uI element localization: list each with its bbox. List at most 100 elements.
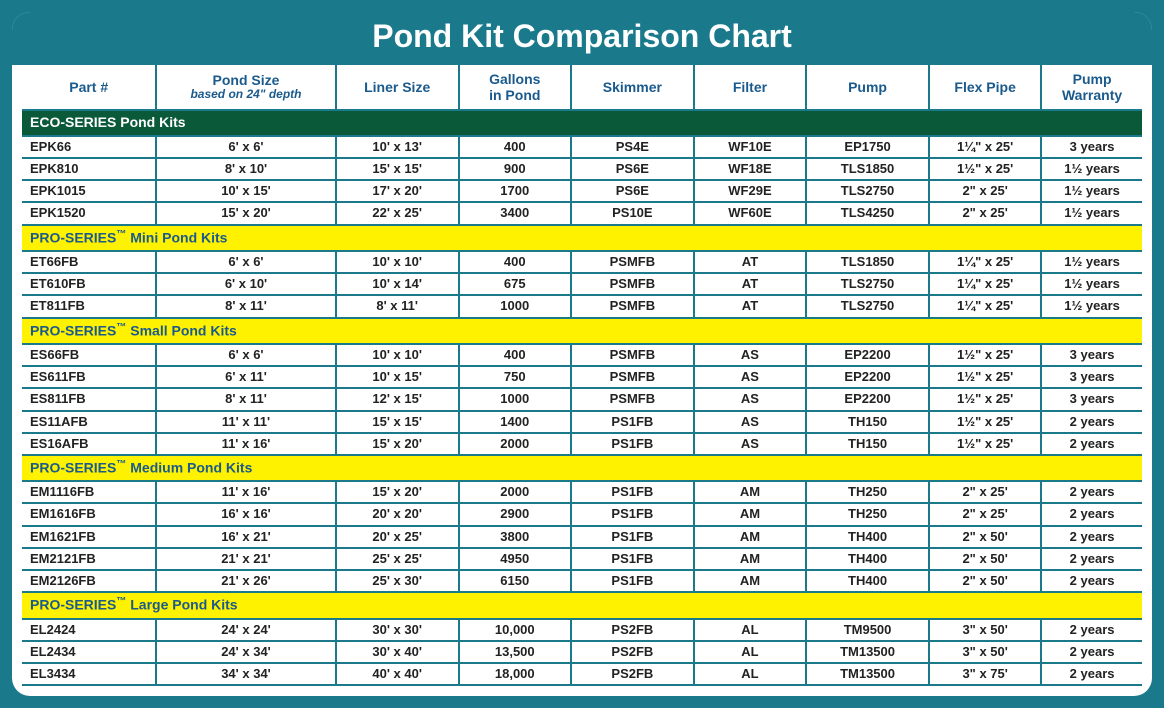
part-number-cell: ET66FB [22,251,156,273]
data-cell: 12' x 15' [336,388,459,410]
data-cell: 1¼" x 25' [929,136,1041,158]
section-header-row: PRO-SERIES™ Small Pond Kits [22,318,1142,344]
table-row: ET66FB6' x 6'10' x 10'400PSMFBATTLS18501… [22,251,1142,273]
data-cell: 2 years [1041,481,1142,503]
part-number-cell: EM2126FB [22,570,156,592]
data-cell: PS1FB [571,481,694,503]
data-cell: 2 years [1041,433,1142,455]
section-header-row: PRO-SERIES™ Large Pond Kits [22,592,1142,618]
data-cell: 30' x 40' [336,641,459,663]
data-cell: 40' x 40' [336,663,459,685]
data-cell: PS1FB [571,570,694,592]
section-header-row: PRO-SERIES™ Medium Pond Kits [22,455,1142,481]
data-cell: 10' x 13' [336,136,459,158]
data-cell: 1½" x 25' [929,344,1041,366]
data-cell: 3" x 50' [929,619,1041,641]
table-row: ET610FB6' x 10'10' x 14'675PSMFBATTLS275… [22,273,1142,295]
part-number-cell: ES811FB [22,388,156,410]
table-row: EM2126FB21' x 26'25' x 30'6150PS1FBAMTH4… [22,570,1142,592]
data-cell: 15' x 20' [336,433,459,455]
table-row: EM1616FB16' x 16'20' x 20'2900PS1FBAMTH2… [22,503,1142,525]
table-row: ES16AFB11' x 16'15' x 20'2000PS1FBASTH15… [22,433,1142,455]
data-cell: 3" x 75' [929,663,1041,685]
part-number-cell: EL2424 [22,619,156,641]
section-header-row: PRO-SERIES™ Mini Pond Kits [22,225,1142,251]
data-cell: 2" x 25' [929,202,1041,224]
data-cell: PSMFB [571,344,694,366]
data-cell: PS2FB [571,663,694,685]
data-cell: 3 years [1041,136,1142,158]
data-cell: TLS2750 [806,273,929,295]
data-cell: PSMFB [571,295,694,317]
data-cell: 25' x 30' [336,570,459,592]
data-cell: TH250 [806,503,929,525]
data-cell: 10,000 [459,619,571,641]
data-cell: AT [694,251,806,273]
data-cell: 6' x 6' [156,251,335,273]
data-cell: WF10E [694,136,806,158]
data-cell: AM [694,526,806,548]
data-cell: 17' x 20' [336,180,459,202]
data-cell: AM [694,548,806,570]
data-cell: 400 [459,344,571,366]
data-cell: 2 years [1041,663,1142,685]
data-cell: WF29E [694,180,806,202]
part-number-cell: EL2434 [22,641,156,663]
part-number-cell: EM2121FB [22,548,156,570]
table-row: EM2121FB21' x 21'25' x 25'4950PS1FBAMTH4… [22,548,1142,570]
data-cell: 2" x 25' [929,180,1041,202]
column-header: Flex Pipe [929,65,1041,110]
data-cell: 8' x 11' [336,295,459,317]
data-cell: 2 years [1041,526,1142,548]
data-cell: 34' x 34' [156,663,335,685]
data-cell: EP2200 [806,344,929,366]
column-header: Gallonsin Pond [459,65,571,110]
data-cell: 6' x 6' [156,136,335,158]
data-cell: PSMFB [571,273,694,295]
part-number-cell: EPK66 [22,136,156,158]
data-cell: AL [694,663,806,685]
part-number-cell: EM1116FB [22,481,156,503]
table-row: ES811FB8' x 11'12' x 15'1000PSMFBASEP220… [22,388,1142,410]
column-header: Skimmer [571,65,694,110]
data-cell: 900 [459,158,571,180]
column-header-label: Part # [69,79,108,95]
table-row: EM1116FB11' x 16'15' x 20'2000PS1FBAMTH2… [22,481,1142,503]
data-cell: 16' x 16' [156,503,335,525]
data-cell: AM [694,503,806,525]
column-header: Part # [22,65,156,110]
data-cell: 1000 [459,295,571,317]
data-cell: TLS4250 [806,202,929,224]
table-row: ES11AFB11' x 11'15' x 15'1400PS1FBASTH15… [22,411,1142,433]
data-cell: TM9500 [806,619,929,641]
data-cell: 8' x 11' [156,388,335,410]
data-cell: EP1750 [806,136,929,158]
data-cell: 2000 [459,433,571,455]
data-cell: 15' x 20' [156,202,335,224]
data-cell: PS10E [571,202,694,224]
table-row: EPK101510' x 15'17' x 20'1700PS6EWF29ETL… [22,180,1142,202]
data-cell: 6' x 11' [156,366,335,388]
data-cell: 2900 [459,503,571,525]
data-cell: 8' x 11' [156,295,335,317]
data-cell: TLS2750 [806,180,929,202]
part-number-cell: EM1621FB [22,526,156,548]
data-cell: TLS1850 [806,251,929,273]
part-number-cell: EPK810 [22,158,156,180]
part-number-cell: ES16AFB [22,433,156,455]
data-cell: 4950 [459,548,571,570]
data-cell: AS [694,388,806,410]
data-cell: 1½" x 25' [929,388,1041,410]
data-cell: 8' x 10' [156,158,335,180]
data-cell: 15' x 20' [336,481,459,503]
column-header: Pond Sizebased on 24" depth [156,65,335,110]
data-cell: PS6E [571,180,694,202]
data-cell: TH400 [806,548,929,570]
data-cell: 2 years [1041,503,1142,525]
data-cell: 24' x 34' [156,641,335,663]
data-cell: PS2FB [571,619,694,641]
column-header-label: Pump [848,79,887,95]
data-cell: 25' x 25' [336,548,459,570]
data-cell: PS2FB [571,641,694,663]
data-cell: AL [694,619,806,641]
